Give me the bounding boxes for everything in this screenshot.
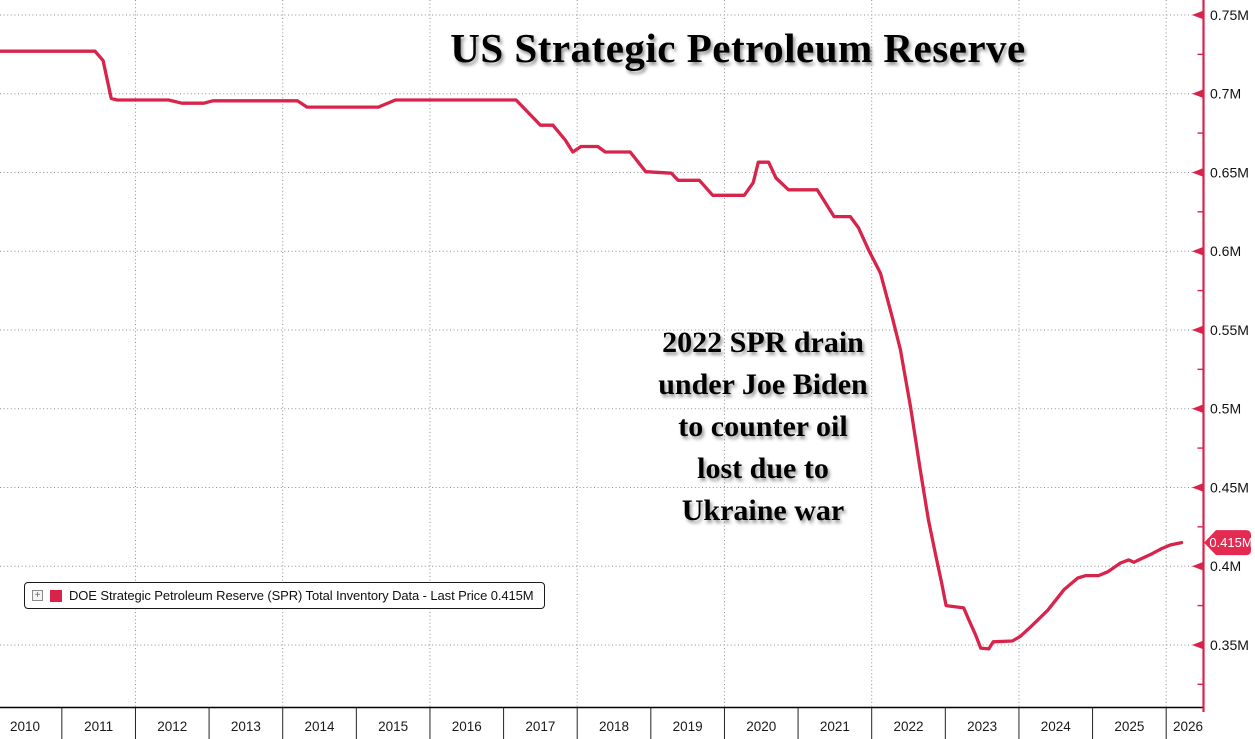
y-tick-label: 0.6M — [1210, 243, 1241, 259]
right-axis: 0.75M 0.7M 0.65M 0.6M 0.55M 0.5M 0.45M 0.4M 0.35… — [1192, 0, 1249, 712]
expand-icon[interactable]: + — [32, 590, 43, 601]
y-tick-label: 0.7M — [1210, 86, 1241, 102]
grid-lines — [0, 0, 1203, 707]
x-year-label: 2026 — [1173, 719, 1203, 734]
legend[interactable]: + DOE Strategic Petroleum Reserve (SPR) … — [24, 582, 545, 609]
x-year-label: 2018 — [599, 719, 629, 734]
y-tick-label: 0.65M — [1210, 164, 1249, 180]
y-tick-label: 0.75M — [1210, 7, 1249, 23]
x-year-label: 2021 — [820, 719, 850, 734]
x-year-label: 2023 — [967, 719, 997, 734]
legend-label: DOE Strategic Petroleum Reserve (SPR) To… — [69, 588, 534, 603]
x-year-label: 2020 — [746, 719, 776, 734]
annotation-line: lost due to — [697, 452, 829, 485]
chart-title: US Strategic Petroleum Reserve — [450, 25, 1026, 71]
x-year-label: 2014 — [305, 719, 336, 734]
x-year-label: 2015 — [378, 719, 408, 734]
annotation-line: to counter oil — [678, 410, 848, 443]
y-tick-label: 0.35M — [1210, 637, 1249, 653]
x-year-label: 2011 — [84, 719, 113, 734]
bottom-axis: 2010 2011 2012 2013 2014 2015 2016 2017 2018 2019… — [0, 706, 1203, 739]
x-year-label: 2013 — [231, 719, 261, 734]
annotation-line: under Joe Biden — [658, 368, 868, 401]
last-price-badge-text: 0.415M — [1209, 535, 1252, 550]
x-year-label: 2019 — [673, 719, 703, 734]
y-tick-label: 0.4M — [1210, 558, 1241, 574]
series-color-swatch — [50, 589, 62, 602]
x-year-label: 2025 — [1114, 719, 1144, 734]
annotation-line: Ukraine war — [681, 494, 845, 527]
x-year-label: 2022 — [893, 719, 923, 734]
y-tick-label: 0.45M — [1210, 479, 1249, 495]
annotation-line: 2022 SPR drain — [662, 326, 864, 359]
x-year-label: 2012 — [157, 719, 187, 734]
series-line — [0, 49, 1184, 651]
y-tick-label: 0.55M — [1210, 322, 1249, 338]
last-price-badge: 0.415M — [1204, 530, 1253, 556]
x-year-label: 2024 — [1041, 719, 1072, 734]
x-year-label: 2010 — [10, 719, 40, 734]
y-tick-label: 0.5M — [1210, 401, 1241, 417]
x-year-label: 2017 — [525, 719, 555, 734]
x-year-label: 2016 — [452, 719, 482, 734]
annotation-2022-drain: 2022 SPR drain under Joe Biden to counte… — [658, 322, 868, 532]
